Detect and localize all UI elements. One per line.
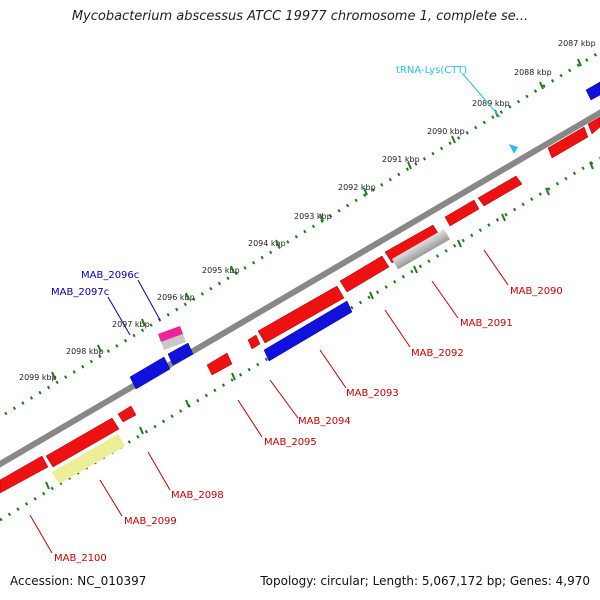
forward-genes-upper[interactable] xyxy=(0,116,600,494)
kbp-tick-label: 2090 kbp xyxy=(427,127,465,136)
kbp-tick-label: 2096 kbp xyxy=(157,293,195,302)
kbp-tick-label: 2088 kbp xyxy=(514,68,552,77)
gene-label-mab-2097c: MAB_2097c xyxy=(51,287,109,298)
kbp-tick-label: 2094 kbp xyxy=(248,239,286,248)
kbp-tick-label: 2089 kbp xyxy=(472,99,510,108)
trna-label: tRNA-Lys(CTT) xyxy=(396,65,467,76)
grey-gene[interactable] xyxy=(392,229,450,270)
gene-label-mab-2099: MAB_2099 xyxy=(124,516,177,527)
kbp-tick-label: 2097 kbp xyxy=(112,320,150,329)
accession-text: Accession: NC_010397 xyxy=(10,574,147,588)
kbp-tick-label: 2098 kbp xyxy=(66,347,104,356)
gene-label-mab-2092: MAB_2092 xyxy=(411,348,464,359)
trna-marker[interactable] xyxy=(509,144,518,154)
gene-label-mab-2096c: MAB_2096c xyxy=(81,270,139,281)
inner-major-ticks xyxy=(45,161,594,490)
grey-small-gene[interactable] xyxy=(161,334,186,350)
yellow-gene[interactable] xyxy=(52,434,125,484)
kbp-tick-label: 2095 kbp xyxy=(202,266,240,275)
outer-tick-track xyxy=(4,50,600,416)
gene-labels: tRNA-Lys(CTT) MAB_2090 MAB_2091 MAB_2092… xyxy=(51,65,563,564)
chromosome-backbone xyxy=(0,109,600,468)
map-title: Mycobacterium abscessus ATCC 19977 chrom… xyxy=(71,9,529,24)
gene-label-mab-2100: MAB_2100 xyxy=(54,553,107,564)
gene-label-mab-2095: MAB_2095 xyxy=(264,437,317,448)
topology-summary: Topology: circular; Length: 5,067,172 bp… xyxy=(260,574,590,588)
gene-label-mab-2091: MAB_2091 xyxy=(460,318,513,329)
kbp-tick-label: 2091 kbp xyxy=(382,155,420,164)
gene-label-mab-2090: MAB_2090 xyxy=(510,286,563,297)
label-connectors xyxy=(29,72,509,554)
gene-label-mab-2094: MAB_2094 xyxy=(298,416,351,427)
kbp-tick-label: 2087 kbp xyxy=(558,39,596,48)
kbp-tick-labels: 2087 kbp 2088 kbp 2089 kbp 2090 kbp 2091… xyxy=(19,39,596,382)
gene-label-mab-2093: MAB_2093 xyxy=(346,388,399,399)
kbp-tick-label: 2093 kbp xyxy=(294,212,332,221)
reverse-genes[interactable] xyxy=(129,81,600,390)
gene-label-mab-2098: MAB_2098 xyxy=(171,490,224,501)
kbp-tick-label: 2099 kbp xyxy=(19,373,57,382)
kbp-tick-label: 2092 kbp xyxy=(338,183,376,192)
pink-gene[interactable] xyxy=(158,326,183,342)
outer-major-ticks xyxy=(51,58,582,380)
